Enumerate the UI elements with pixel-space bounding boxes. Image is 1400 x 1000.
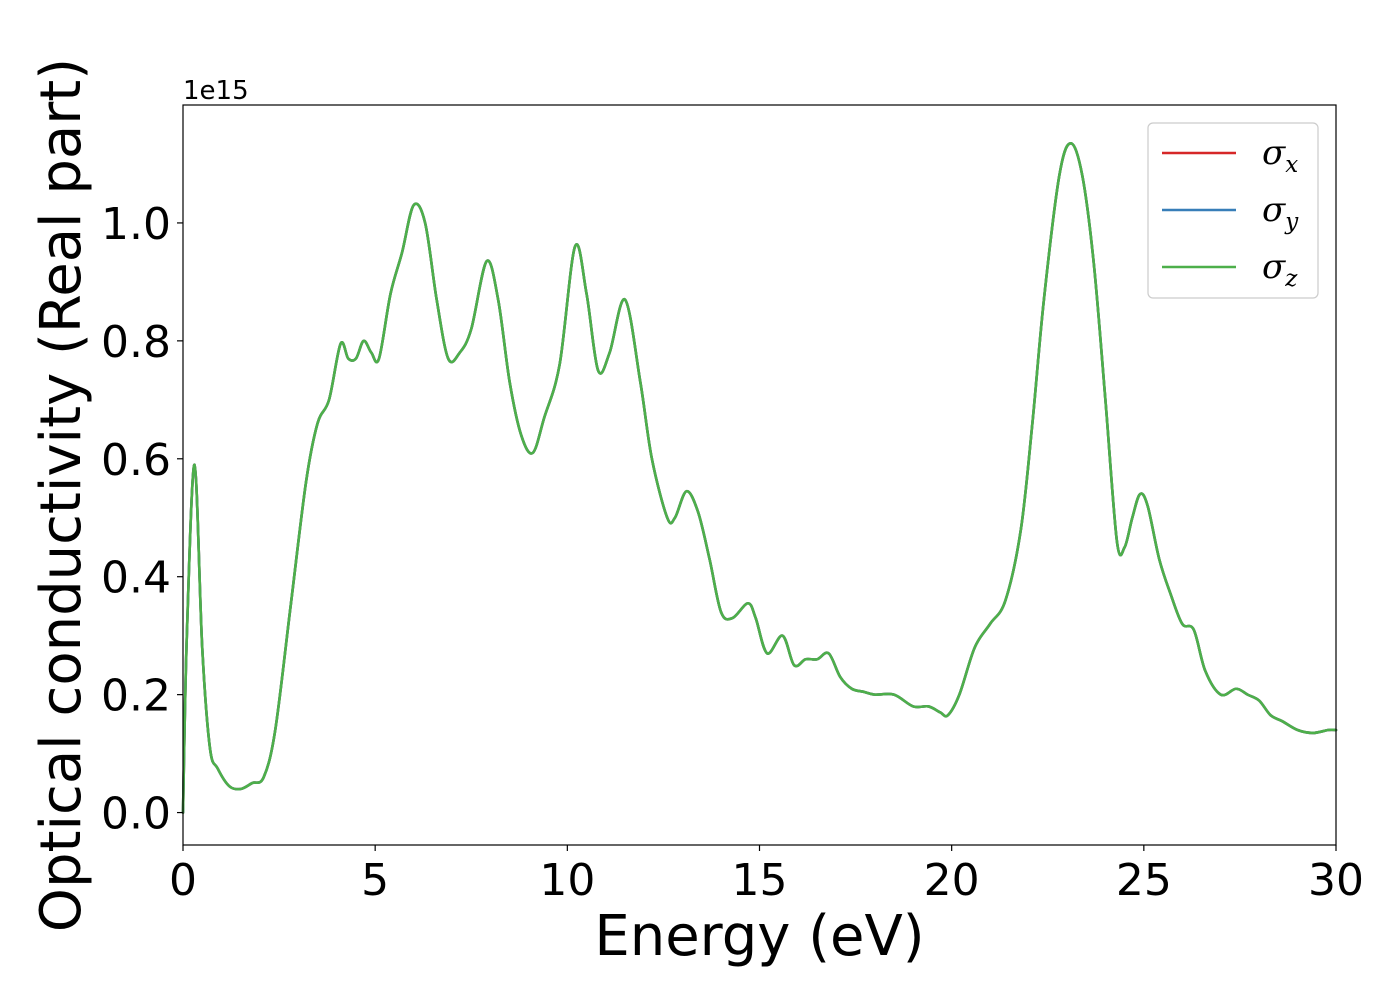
legend-subscript: z: [1284, 266, 1298, 292]
series-line-z: [181, 142, 1338, 814]
y-tick-label: 0.4: [101, 553, 171, 604]
x-tick-label: 20: [924, 855, 980, 906]
series-layer: [181, 142, 1338, 814]
y-tick-label: 0.2: [101, 671, 171, 722]
legend-label-z: σz: [1262, 247, 1298, 292]
legend-subscript: y: [1284, 209, 1299, 235]
y-axis-ticks: 0.0 0.2 0.4 0.6 0.8 1.0: [101, 199, 183, 840]
legend-label-y: σy: [1262, 190, 1299, 235]
x-axis-ticks: 0 5 10 15 20 25 30: [169, 845, 1364, 906]
legend-subscript: x: [1285, 152, 1298, 178]
y-tick-label: 0.0: [101, 789, 171, 840]
y-tick-label: 0.8: [101, 317, 171, 368]
legend-label-x: σx: [1262, 133, 1298, 178]
legend-symbol: σ: [1262, 133, 1286, 173]
legend-symbol: σ: [1262, 190, 1286, 230]
x-tick-label: 30: [1308, 855, 1364, 906]
x-tick-label: 25: [1116, 855, 1172, 906]
x-tick-label: 15: [732, 855, 788, 906]
x-tick-label: 10: [539, 855, 595, 906]
x-tick-label: 0: [169, 855, 197, 906]
y-axis-offset-text: 1e15: [183, 76, 249, 106]
legend-symbol: σ: [1262, 247, 1286, 287]
x-tick-label: 5: [361, 855, 389, 906]
y-axis-label: Optical conductivity (Real part): [29, 58, 94, 932]
y-tick-label: 1.0: [101, 199, 171, 250]
y-tick-label: 0.6: [101, 435, 171, 486]
x-axis-label: Energy (eV): [594, 904, 924, 969]
